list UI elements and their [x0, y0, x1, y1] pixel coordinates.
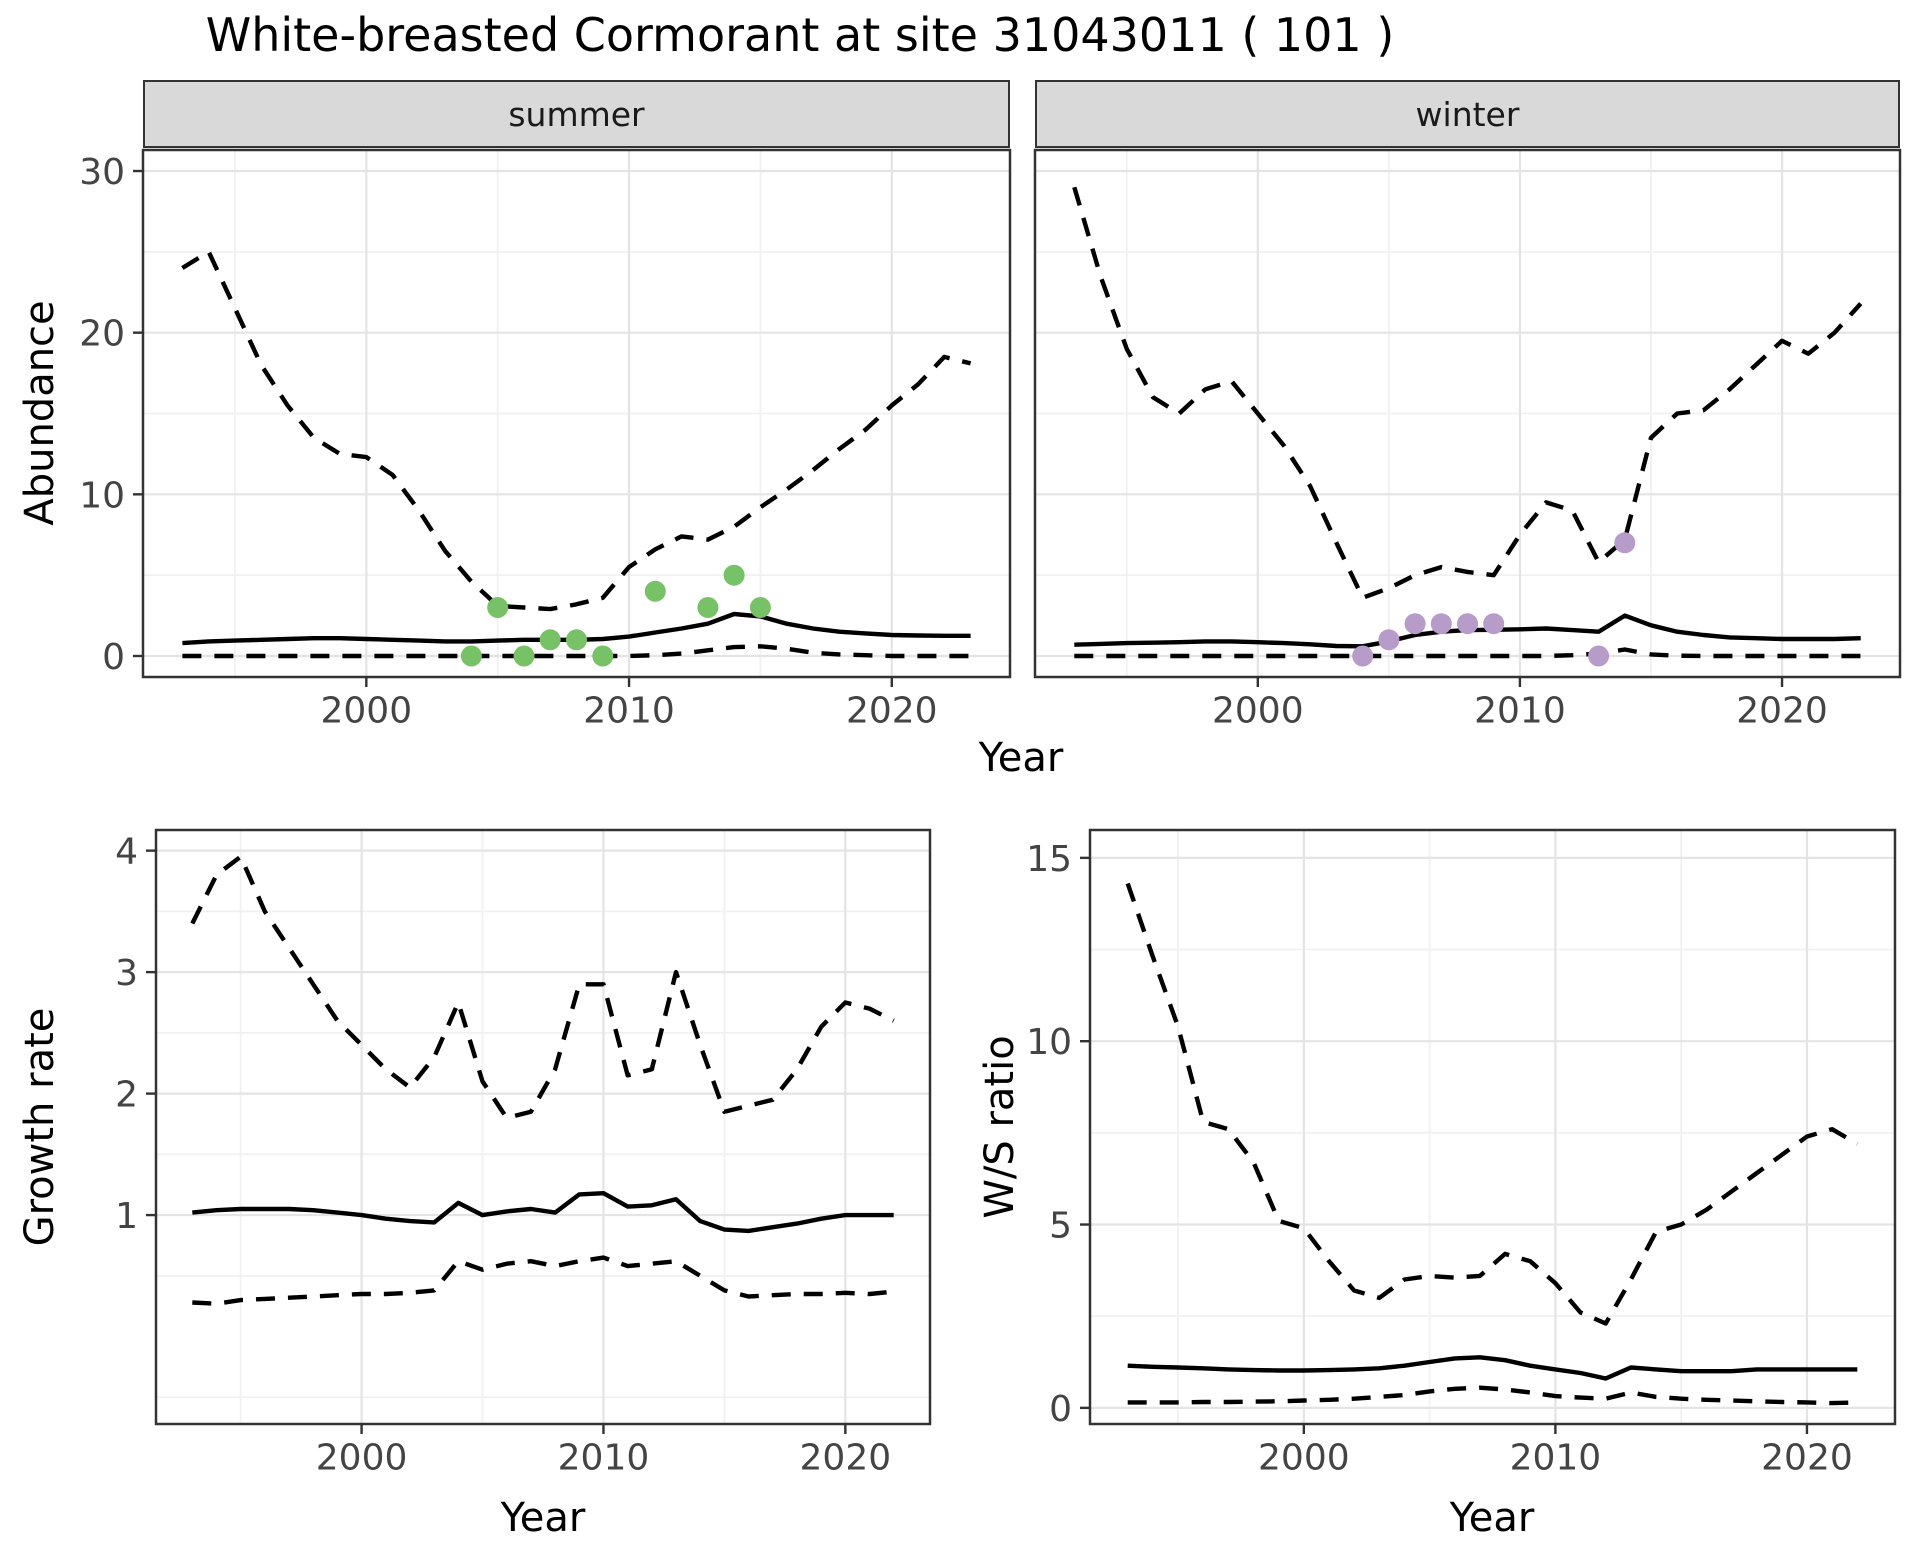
y-tick-label: 20: [79, 314, 125, 355]
y-tick-label: 4: [115, 832, 138, 873]
series-group: [1072, 186, 1863, 667]
panel-abundance-winter: 2000 2010 2020: [1033, 148, 1902, 732]
x-tick-label: 2000: [316, 1438, 408, 1479]
series-group: [1125, 882, 1859, 1406]
panel-border: [1033, 148, 1902, 679]
facet-strip-summer: summer: [143, 80, 1010, 148]
y-tick-label: 0: [1049, 1389, 1072, 1430]
observed-count-dot: [1430, 613, 1452, 635]
panel-border: [1088, 828, 1897, 1426]
observed-count-dot: [1352, 645, 1374, 667]
y-tick-label: 10: [79, 475, 125, 516]
observed-count-dot: [1614, 532, 1636, 554]
x-tick-label: 2020: [800, 1438, 892, 1479]
x-tick-label: 2000: [1212, 691, 1304, 732]
series-median: [192, 1190, 894, 1234]
x-tick-label: 2000: [1258, 1438, 1350, 1479]
series-lower-ci: [1127, 1385, 1858, 1406]
facet-strip-winter: winter: [1035, 80, 1900, 148]
x-tick-label: 2020: [1761, 1438, 1853, 1479]
series-lower-ci: [192, 1255, 894, 1306]
y-tick-label: 0: [102, 637, 125, 678]
series-upper-ci: [190, 854, 895, 1121]
series-lower-ci: [1074, 647, 1861, 659]
panel-border: [154, 828, 932, 1426]
series-upper-ci: [1125, 882, 1859, 1326]
y-axis-title-abundance: Abundance: [17, 300, 63, 526]
y-tick-label: 5: [1049, 1206, 1072, 1247]
x-axis-title-year-top: Year: [978, 735, 1064, 781]
panel-border: [141, 148, 1012, 679]
y-tick-label: 30: [79, 152, 125, 193]
y-axis-title-growth-rate: Growth rate: [17, 1007, 63, 1247]
panel-background: [1090, 830, 1895, 1424]
observed-count-dot: [487, 597, 509, 618]
facet-strip-label: summer: [508, 94, 645, 134]
series-lower-ci: [182, 644, 971, 659]
y-tick-label: 10: [1026, 1022, 1072, 1063]
observed-count-dot: [1483, 613, 1505, 635]
observed-count-dot: [592, 645, 614, 667]
x-tick-label: 2000: [321, 691, 413, 732]
y-tick-label: 3: [115, 953, 138, 994]
x-tick-label: 2020: [846, 691, 938, 732]
series-median: [1127, 1355, 1858, 1381]
series-upper-ci: [181, 249, 972, 612]
observed-count-dot: [513, 645, 535, 667]
observed-count-dot: [1588, 645, 1610, 667]
panel-abundance-summer: 2000 2010 2020 0 10 20 30: [79, 148, 1012, 732]
x-tick-label: 2010: [558, 1438, 650, 1479]
observed-count-dot: [1457, 613, 1478, 635]
series-group: [181, 249, 972, 667]
x-tick-label: 2010: [583, 691, 675, 732]
observed-count-dot: [749, 597, 771, 618]
observed-count-dot: [697, 597, 719, 618]
observed-count-dot: [566, 629, 587, 651]
observed-count-dot: [539, 629, 561, 651]
y-tick-label: 2: [115, 1075, 138, 1116]
x-tick-label: 2020: [1736, 691, 1828, 732]
panel-growth-rate: 2000 2010 2020 1 2 3 4: [115, 828, 932, 1479]
series-group: [190, 854, 895, 1306]
panel-background: [156, 830, 930, 1424]
observed-count-dot: [1378, 629, 1400, 651]
observed-count-dot: [460, 645, 482, 667]
facet-strip-label: winter: [1415, 94, 1520, 134]
y-tick-label: 15: [1026, 839, 1072, 880]
observed-count-dot: [1404, 613, 1426, 635]
x-axis-title-year-bottom-right: Year: [1449, 1495, 1535, 1541]
y-axis-title-ws-ratio: W/S ratio: [977, 1035, 1023, 1219]
x-tick-label: 2010: [1510, 1438, 1602, 1479]
x-axis-title-year-bottom-left: Year: [500, 1495, 586, 1541]
observed-count-dot: [644, 580, 666, 602]
panel-ws-ratio: 2000 2010 2020 0 5 10 15: [1026, 828, 1897, 1479]
x-tick-label: 2010: [1474, 691, 1566, 732]
series-upper-ci: [1072, 186, 1863, 600]
chart-title: White-breasted Cormorant at site 3104301…: [205, 8, 1395, 62]
y-tick-label: 1: [115, 1196, 138, 1237]
observed-count-dot: [723, 564, 745, 586]
